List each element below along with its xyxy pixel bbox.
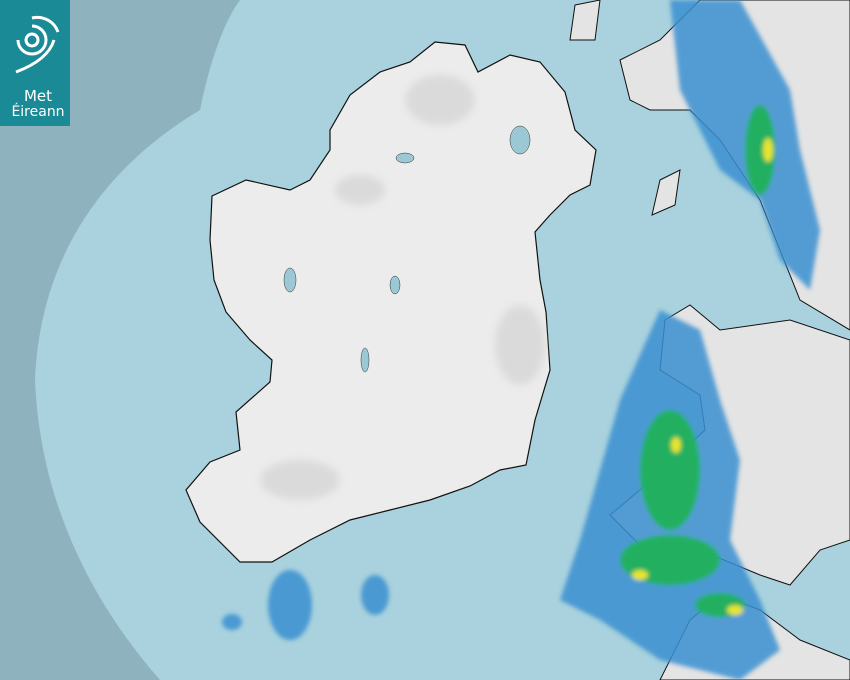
scotland-islands	[569, 0, 601, 41]
logo-text-met: Met	[23, 87, 53, 105]
isle-of-man	[651, 169, 681, 216]
logo-text-eireann: Éireann	[11, 104, 65, 120]
ireland-landmass	[185, 41, 597, 563]
lakes	[283, 125, 531, 373]
terrain-shading	[260, 75, 545, 500]
met-eireann-swirl-icon	[15, 15, 60, 74]
met-eireann-logo: Met Éireann	[0, 0, 70, 126]
rain-echoes	[222, 0, 820, 680]
